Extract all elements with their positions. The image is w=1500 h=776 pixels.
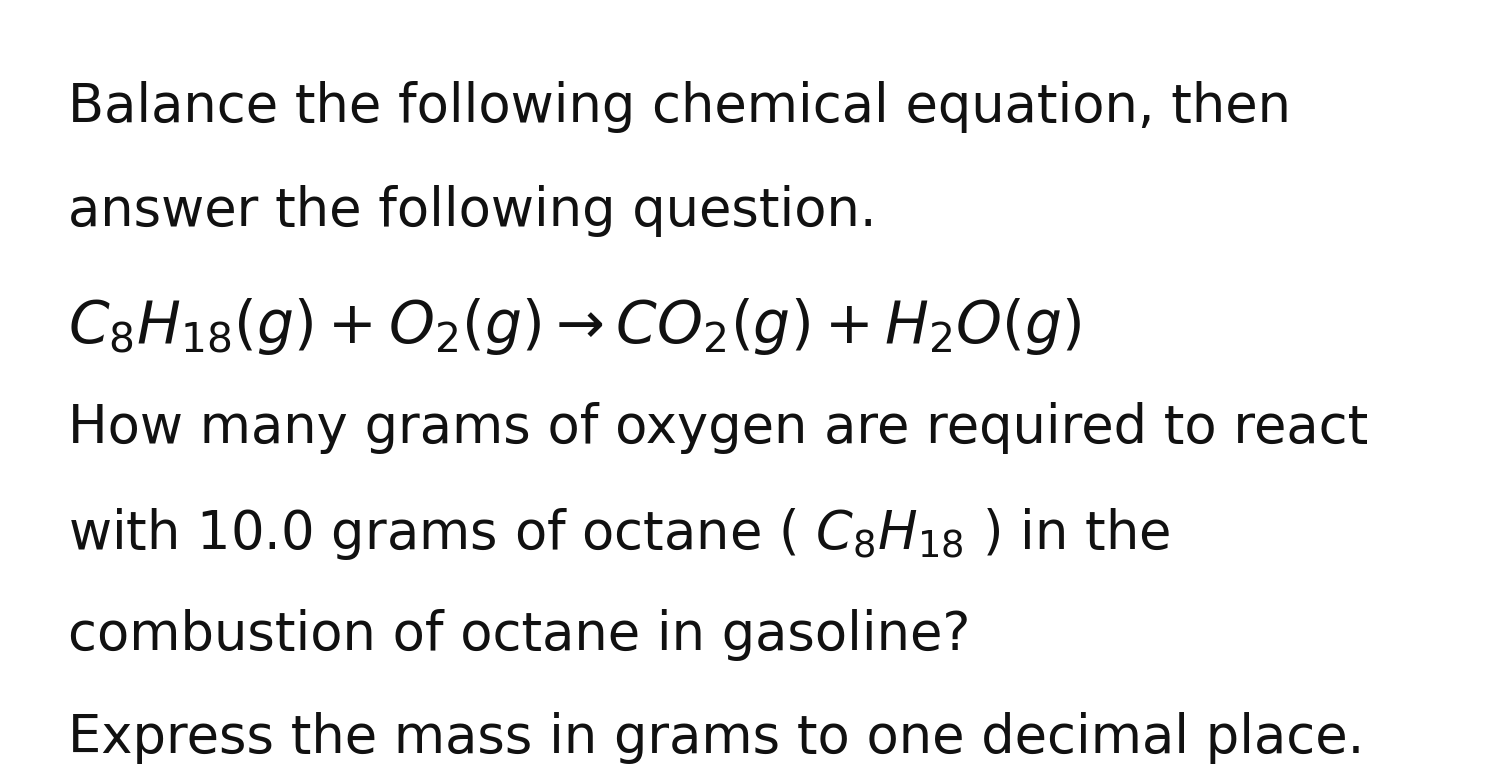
Text: Balance the following chemical equation, then: Balance the following chemical equation,… <box>68 81 1290 133</box>
Text: How many grams of oxygen are required to react: How many grams of oxygen are required to… <box>68 402 1368 454</box>
Text: with 10.0 grams of octane ( $C_8H_{18}$ ) in the: with 10.0 grams of octane ( $C_8H_{18}$ … <box>68 506 1170 562</box>
Text: combustion of octane in gasoline?: combustion of octane in gasoline? <box>68 609 970 661</box>
Text: Express the mass in grams to one decimal place.: Express the mass in grams to one decimal… <box>68 712 1364 764</box>
Text: $C_8H_{18}(g) + O_2(g) \rightarrow CO_2(g) + H_2O(g)$: $C_8H_{18}(g) + O_2(g) \rightarrow CO_2(… <box>68 296 1082 358</box>
Text: answer the following question.: answer the following question. <box>68 185 876 237</box>
